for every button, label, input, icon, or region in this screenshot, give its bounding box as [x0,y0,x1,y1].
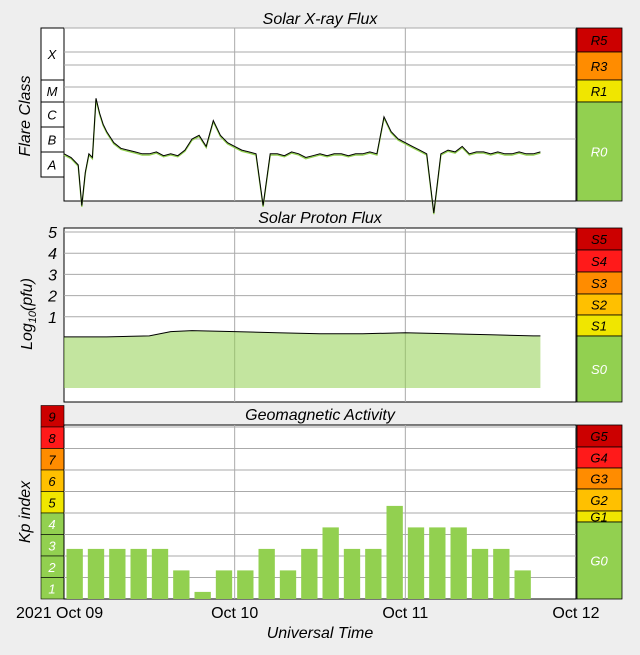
kp-level-label: 7 [48,452,56,467]
r-scale-label: R3 [591,59,608,74]
class-label: A [47,158,57,173]
g-scale-label: G0 [590,554,608,569]
geomagnetic-storm-scale: G5 G4 G3 G2 G1 G0 [576,424,623,600]
kp-bar [365,548,382,599]
proton-gridlines [64,228,576,402]
s-scale-label: S2 [591,298,608,313]
kp-level-label: 6 [48,474,56,489]
kp-bar [493,548,510,599]
s-scale-label: S5 [591,232,608,247]
kp-bar [66,548,83,599]
geomag-title: Geomagnetic Activity [245,407,396,424]
s-scale-label: S4 [591,254,607,269]
g-scale-label: G4 [590,451,607,466]
geomag-gridlines [64,425,576,599]
kp-bar [237,570,254,599]
r-scale-label: R5 [591,33,608,48]
r-scale-label: R0 [591,145,608,160]
kp-bar [279,570,297,599]
kp-bar [429,527,446,599]
kp-level-axis: 9 8 7 6 5 4 3 2 1 [40,405,65,600]
kp-bar [151,548,169,599]
x-axis-label: Universal Time [267,625,374,642]
kp-level-label: 2 [47,560,56,575]
class-label: B [48,133,57,148]
g-scale-g0 [576,521,623,600]
class-label: X [47,47,58,62]
geomag-ylabel: Kp index [17,480,34,543]
kp-bar [471,548,489,599]
kp-bar [109,548,126,599]
r-scale-r5 [576,27,623,53]
kp-bar [450,527,467,599]
class-label: M [47,84,58,99]
r-scale-label: R1 [591,84,608,99]
kp-bar [322,527,339,599]
geomag-plot-area [63,424,577,600]
kp-bar [87,548,105,599]
kp-bar [258,548,275,599]
x-tick-label: Oct 12 [552,605,599,622]
kp-bar [215,570,233,599]
proton-y-ticks: 5 4 3 2 1 [47,225,57,327]
g-scale-label: G2 [590,493,608,508]
radio-blackout-scale: R5 R3 R1 R0 [576,27,623,202]
class-label: C [47,108,57,123]
x-tick-label: Oct 11 [382,605,428,622]
proton-tick-label: 4 [48,246,57,263]
kp-bar [343,548,361,599]
r-scale-r0 [576,101,623,202]
xray-ylabel: Flare Class [17,76,34,157]
proton-tick-label: 5 [48,225,57,242]
xray-flux-fill [63,99,541,215]
proton-tick-label: 3 [48,267,57,284]
kp-level-label: 9 [48,409,55,424]
kp-level-label: 1 [48,581,55,596]
proton-tick-label: 2 [47,289,57,306]
g-scale-label: G5 [590,429,608,444]
x-axis-ticks: 2021 Oct 09 Oct 10 Oct 11 Oct 12 [16,605,600,622]
proton-flux-line [64,330,541,338]
s-scale-label: S3 [591,276,608,291]
radiation-storm-scale: S5 S4 S3 S2 S1 S0 [576,227,623,403]
kp-bar [407,527,425,599]
proton-ylabel: Log10(pfu) [19,278,39,350]
kp-level-label: 8 [48,431,56,446]
kp-bar [173,570,190,599]
xray-title: Solar X-ray Flux [263,11,379,28]
g-scale-label: G3 [590,472,608,487]
kp-bar [301,548,318,599]
xray-plot-area [63,27,577,202]
kp-level-label: 4 [48,517,55,532]
proton-title: Solar Proton Flux [258,210,383,227]
kp-level-label: 5 [48,495,56,510]
kp-bar [514,570,531,599]
proton-tick-label: 1 [48,310,57,327]
x-tick-label: 2021 Oct 09 [16,605,103,622]
s-scale-s0 [576,335,623,403]
xray-flux-line [63,98,541,214]
g-scale-label: G1 [590,510,607,525]
kp-level-label: 3 [48,538,56,553]
kp-bar [130,548,147,599]
kp-bar [194,591,211,599]
proton-flux-area [64,330,541,388]
s-scale-label: S1 [591,319,607,334]
x-tick-label: Oct 10 [211,605,258,622]
xray-gridlines [64,27,576,201]
kp-bars [66,505,531,599]
kp-bar [386,505,403,599]
s-scale-label: S0 [591,362,608,377]
